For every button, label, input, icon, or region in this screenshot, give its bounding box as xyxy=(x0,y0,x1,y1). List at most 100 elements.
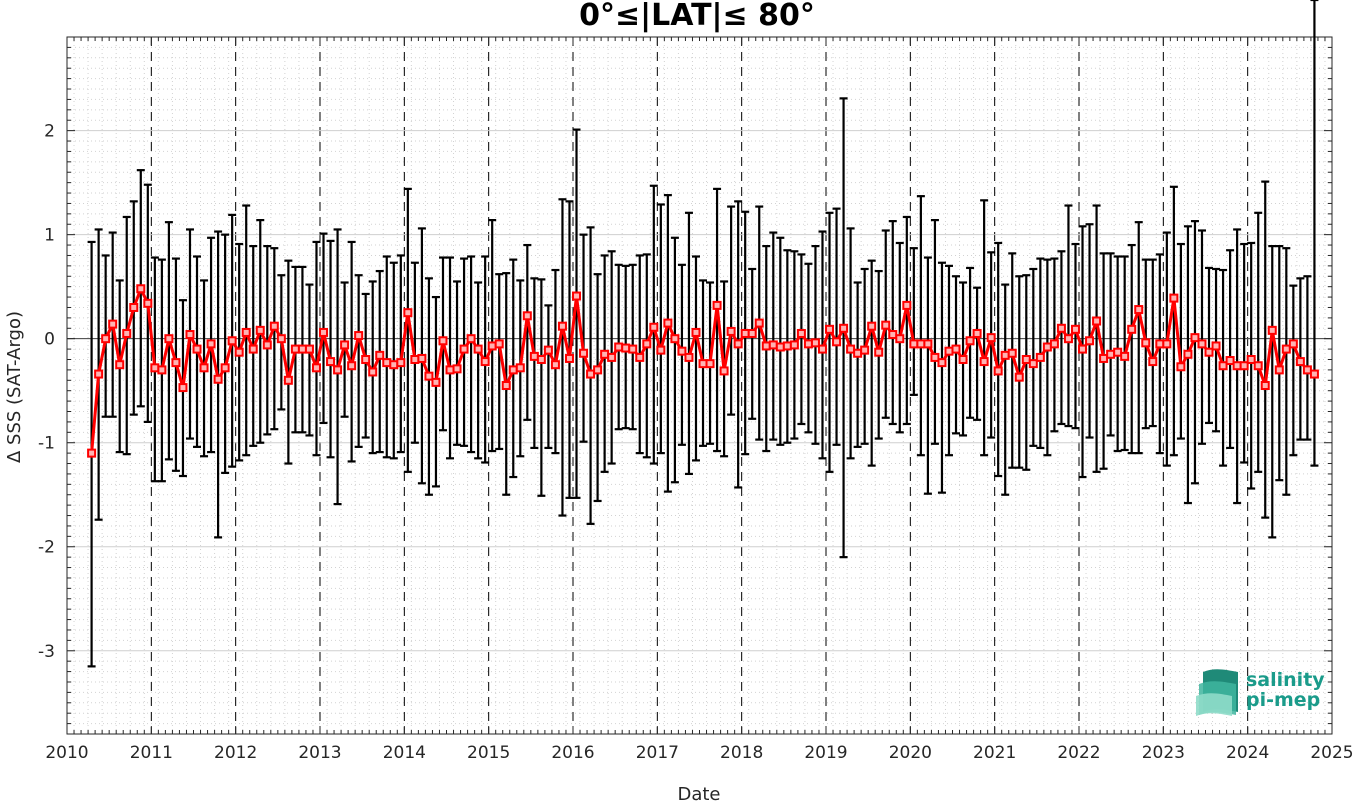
data-point xyxy=(1070,324,1080,334)
data-point xyxy=(832,337,842,347)
data-point xyxy=(101,334,111,344)
data-point xyxy=(1134,305,1144,315)
data-point xyxy=(234,347,244,357)
data-point xyxy=(923,339,933,349)
data-point xyxy=(1120,351,1130,361)
data-point xyxy=(297,344,307,354)
data-point xyxy=(635,352,645,362)
data-point xyxy=(108,319,118,329)
x-tick-label: 2020 xyxy=(889,743,932,763)
salinity-pi-mep-logo: salinity pi-mep xyxy=(1196,669,1325,716)
data-point xyxy=(698,359,708,369)
data-point xyxy=(276,334,286,344)
data-point xyxy=(1225,356,1235,366)
data-point xyxy=(1267,325,1277,335)
x-tick-label: 2018 xyxy=(720,743,763,763)
data-point xyxy=(354,331,364,341)
data-point xyxy=(825,324,835,334)
x-tick-label: 2023 xyxy=(1142,743,1185,763)
data-point xyxy=(1035,352,1045,362)
data-point xyxy=(1260,381,1270,390)
data-point xyxy=(262,340,272,350)
y-tick-label: 2 xyxy=(44,122,55,142)
data-point xyxy=(445,365,455,375)
logo-line-1: salinity xyxy=(1246,669,1325,691)
data-point xyxy=(136,284,146,294)
data-point xyxy=(572,291,582,301)
data-point xyxy=(1141,338,1151,348)
data-point xyxy=(87,448,97,458)
data-point xyxy=(157,365,167,375)
data-point xyxy=(382,358,392,368)
data-point xyxy=(1028,359,1038,369)
x-tick-label: 2025 xyxy=(1310,743,1353,763)
data-point xyxy=(853,348,863,358)
x-tick-label: 2021 xyxy=(973,743,1016,763)
data-point xyxy=(1281,344,1291,354)
data-point xyxy=(529,351,539,361)
data-point xyxy=(536,354,546,364)
data-point xyxy=(754,318,764,328)
series-markers xyxy=(87,284,1319,458)
data-point xyxy=(515,363,525,373)
data-point xyxy=(1049,339,1059,349)
data-point xyxy=(860,345,870,355)
data-point xyxy=(1014,372,1024,382)
data-point xyxy=(1183,349,1193,359)
data-point xyxy=(164,334,174,344)
data-point xyxy=(944,346,954,356)
data-point xyxy=(1056,323,1066,333)
x-tick-label: 2010 xyxy=(45,743,88,763)
data-point xyxy=(473,344,483,354)
data-point xyxy=(255,325,265,335)
data-point xyxy=(817,344,827,354)
data-point xyxy=(628,344,638,354)
data-point xyxy=(150,363,160,373)
data-point xyxy=(424,371,434,381)
data-point xyxy=(319,327,329,337)
data-point xyxy=(951,344,961,354)
y-tick-label: 0 xyxy=(44,330,55,350)
data-point xyxy=(1288,339,1298,349)
data-point xyxy=(1309,369,1319,379)
data-point xyxy=(846,344,856,354)
data-point xyxy=(227,336,237,346)
data-point xyxy=(895,334,905,344)
data-point xyxy=(1078,344,1088,354)
data-point xyxy=(1113,347,1123,357)
data-point xyxy=(1169,293,1179,303)
data-point xyxy=(902,300,912,310)
data-point xyxy=(1092,316,1102,326)
x-tick-label: 2012 xyxy=(214,743,257,763)
data-point xyxy=(1218,361,1228,371)
data-point xyxy=(508,365,518,375)
x-tick-label: 2024 xyxy=(1226,743,1269,763)
data-point xyxy=(550,360,560,370)
x-tick-label: 2016 xyxy=(551,743,594,763)
x-tick-label: 2013 xyxy=(298,743,341,763)
data-point xyxy=(1190,333,1200,343)
data-point xyxy=(459,344,469,354)
data-point xyxy=(1295,357,1305,367)
data-point xyxy=(803,339,813,349)
data-point xyxy=(1232,361,1242,371)
data-point xyxy=(965,336,975,346)
data-point xyxy=(909,339,919,349)
y-tick-label: -3 xyxy=(38,642,55,662)
data-point xyxy=(1204,347,1214,357)
x-tick-label: 2014 xyxy=(383,743,426,763)
data-point xyxy=(213,374,223,384)
data-point xyxy=(304,344,314,354)
data-point xyxy=(290,344,300,354)
data-point xyxy=(487,341,497,351)
data-point xyxy=(1274,365,1284,375)
data-point xyxy=(1162,339,1172,349)
data-point xyxy=(1000,350,1010,360)
data-point xyxy=(881,320,891,330)
data-point xyxy=(220,363,230,373)
data-point xyxy=(733,339,743,349)
data-point xyxy=(269,321,279,331)
data-point xyxy=(663,318,673,328)
data-point xyxy=(1042,342,1052,352)
